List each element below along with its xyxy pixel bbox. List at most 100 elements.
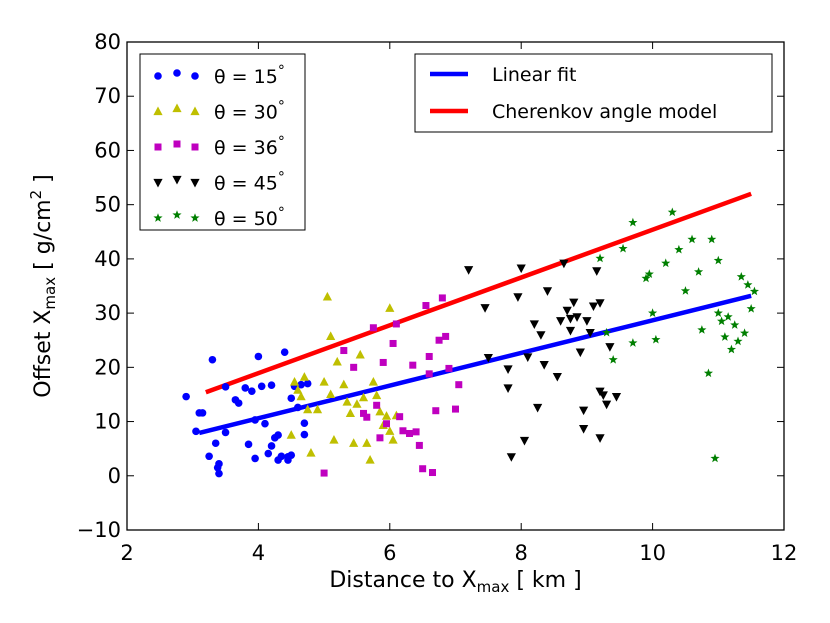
legend-line-label-1: Cherenkov angle model (492, 101, 717, 123)
point-series-3-34 (602, 400, 612, 410)
y-tick-label-4: 30 (94, 301, 121, 325)
point-series-1-4 (299, 372, 309, 381)
x-tick-label-0: 2 (120, 541, 133, 565)
point-series-1-29 (385, 303, 395, 312)
legend-scatter-box (139, 53, 306, 231)
x-tick-label-4: 10 (639, 541, 666, 565)
y-tick-label-1: 0 (108, 464, 121, 488)
point-series-4-12 (674, 244, 684, 254)
legend-marker-1-0 (153, 106, 163, 116)
scatter-points (182, 207, 759, 478)
point-series-0-23 (267, 381, 276, 390)
legend-marker-4-1 (172, 210, 182, 219)
point-series-1-14 (339, 379, 349, 389)
point-series-4-28 (736, 271, 746, 281)
point-series-1-28 (385, 426, 395, 435)
legend-label-4: θ = 50° (214, 205, 285, 230)
point-series-2-22 (425, 370, 433, 378)
point-series-2-4 (363, 413, 371, 421)
point-series-3-25 (579, 406, 589, 416)
y-tick-label-5: 40 (94, 247, 121, 271)
point-series-4-18 (707, 234, 717, 244)
point-series-3-33 (598, 391, 608, 400)
legend-marker-4-2 (190, 213, 200, 222)
x-tick-label-3: 8 (515, 541, 528, 565)
line-cherenkov-angle-model (205, 191, 752, 395)
y-tick-label-2: 10 (94, 410, 121, 434)
point-series-4-20 (713, 308, 723, 317)
point-series-0-10 (221, 428, 230, 437)
point-series-0-36 (297, 380, 305, 389)
point-series-2-0 (320, 469, 328, 477)
point-series-0-19 (254, 352, 263, 361)
point-series-0-11 (221, 383, 230, 391)
point-series-4-25 (726, 344, 737, 354)
point-series-1-22 (365, 455, 375, 464)
x-axis-title: Distance to Xmax [ km ] (329, 568, 581, 596)
x-tick-label-1: 4 (252, 541, 265, 565)
point-series-3-6 (513, 293, 523, 302)
point-series-4-32 (749, 286, 759, 296)
point-series-3-35 (605, 343, 615, 352)
point-series-2-9 (383, 420, 391, 428)
point-series-4-14 (687, 234, 697, 244)
point-series-2-29 (455, 381, 463, 389)
legend-label-1: θ = 30° (214, 99, 285, 124)
point-series-1-10 (326, 389, 336, 399)
point-series-4-30 (743, 280, 753, 289)
legend-marker-3-1 (172, 175, 182, 185)
point-series-4-31 (746, 303, 756, 313)
x-axis-title-subscript: max (477, 578, 510, 596)
point-series-4-13 (680, 286, 691, 295)
point-series-3-26 (582, 317, 592, 326)
point-series-3-4 (503, 384, 513, 393)
legend-marker-0-2 (191, 72, 199, 80)
x-tick-label-5: 12 (771, 541, 798, 565)
point-series-2-28 (452, 405, 459, 413)
point-series-1-16 (345, 408, 355, 418)
point-series-0-6 (211, 439, 220, 448)
point-series-2-14 (406, 429, 414, 437)
point-series-1-19 (355, 349, 365, 359)
y-axis-title-main: Offset X (31, 310, 56, 398)
point-series-0-38 (300, 430, 309, 439)
point-series-1-24 (372, 390, 382, 400)
point-series-4-22 (717, 316, 727, 326)
legend-marker-1-2 (190, 106, 200, 116)
legend-marker-1-1 (172, 103, 182, 113)
y-axis-title-subscript: max (41, 277, 59, 310)
point-series-1-8 (319, 376, 329, 386)
point-series-0-39 (303, 379, 312, 388)
point-series-3-22 (572, 313, 582, 322)
point-series-3-36 (611, 393, 622, 402)
point-series-3-27 (585, 329, 595, 338)
legend-marker-2-1 (173, 140, 181, 148)
point-series-1-5 (303, 404, 313, 414)
legend-marker-2-2 (191, 143, 199, 151)
point-series-3-14 (542, 287, 553, 296)
point-series-3-11 (533, 403, 543, 413)
point-series-3-23 (575, 348, 585, 358)
point-series-4-8 (648, 308, 658, 317)
y-axis-title-tail: [ g/cm (31, 199, 56, 276)
point-series-2-24 (435, 336, 443, 344)
point-series-1-6 (306, 448, 316, 457)
point-series-0-8 (215, 469, 223, 478)
point-series-4-3 (618, 243, 628, 253)
point-series-2-11 (392, 320, 400, 328)
point-series-0-22 (264, 449, 273, 458)
point-series-3-21 (569, 298, 579, 308)
point-series-4-19 (710, 453, 720, 463)
point-series-2-1 (340, 347, 348, 355)
point-series-2-3 (360, 409, 368, 417)
point-series-4-1 (602, 327, 612, 337)
point-series-0-9 (215, 460, 223, 468)
y-tick-label-8: 70 (94, 84, 121, 108)
point-series-3-18 (562, 306, 572, 316)
point-series-0-5 (208, 355, 217, 364)
point-series-3-20 (565, 326, 576, 336)
point-series-0-35 (294, 403, 302, 412)
point-series-0-24 (267, 442, 276, 450)
legend-marker-0-1 (173, 69, 181, 77)
point-series-2-19 (422, 302, 430, 310)
